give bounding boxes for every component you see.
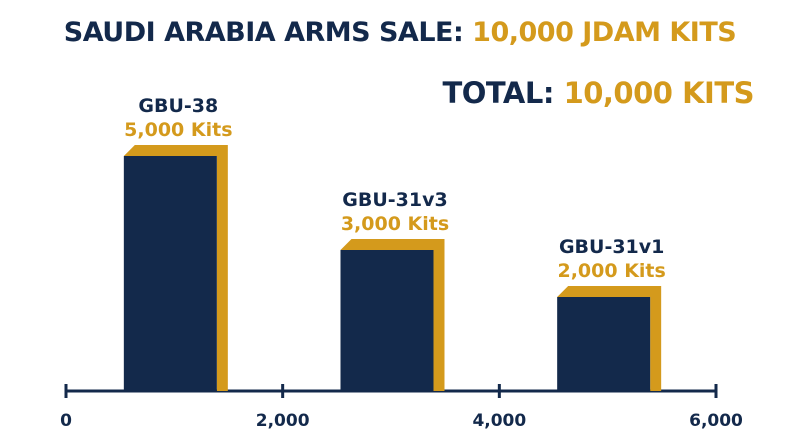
bar: [123, 156, 217, 391]
bar-value-label: 2,000 Kits: [557, 260, 665, 282]
x-tick-label: 2,000: [256, 411, 310, 431]
x-tick-label: 6,000: [689, 411, 743, 431]
bar: [557, 297, 651, 391]
bar-gbu-31v1: [557, 286, 662, 391]
total-label: TOTAL: 10,000 KITS: [442, 76, 754, 110]
bar-value-label: 5,000 Kits: [124, 119, 232, 141]
bar-category-label: GBU-31v3: [342, 189, 447, 211]
bar-shadow: [557, 286, 662, 391]
bar-category-label: GBU-38: [138, 95, 218, 117]
total-value: 10,000 KITS: [563, 76, 755, 110]
title-prefix: SAUDI ARABIA ARMS SALE:: [63, 17, 473, 48]
bar-gbu-31v3: [340, 239, 445, 391]
bar-value-label: 3,000 Kits: [341, 213, 449, 235]
bar-shadow: [123, 145, 228, 391]
title-highlight: 10,000 JDAM KITS: [472, 17, 737, 48]
bar-gbu-38: [123, 145, 228, 391]
x-tick-label: 4,000: [472, 411, 526, 431]
chart-title: SAUDI ARABIA ARMS SALE: 10,000 JDAM KITS: [0, 17, 800, 48]
bar: [340, 250, 434, 391]
total-prefix: TOTAL:: [442, 76, 564, 110]
x-tick-label: 0: [60, 411, 72, 431]
bar-shadow: [340, 239, 445, 391]
bar-category-label: GBU-31v1: [559, 236, 664, 258]
